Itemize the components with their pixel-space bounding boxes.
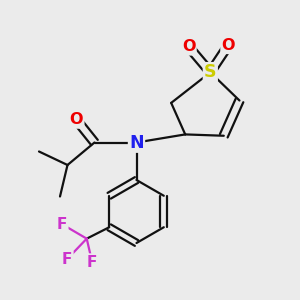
Text: O: O bbox=[70, 112, 83, 128]
Text: F: F bbox=[57, 217, 67, 232]
Text: F: F bbox=[87, 254, 97, 269]
Text: O: O bbox=[182, 39, 196, 54]
Text: O: O bbox=[222, 38, 235, 53]
Text: S: S bbox=[204, 63, 217, 81]
Text: F: F bbox=[62, 251, 72, 267]
Text: N: N bbox=[129, 134, 144, 152]
